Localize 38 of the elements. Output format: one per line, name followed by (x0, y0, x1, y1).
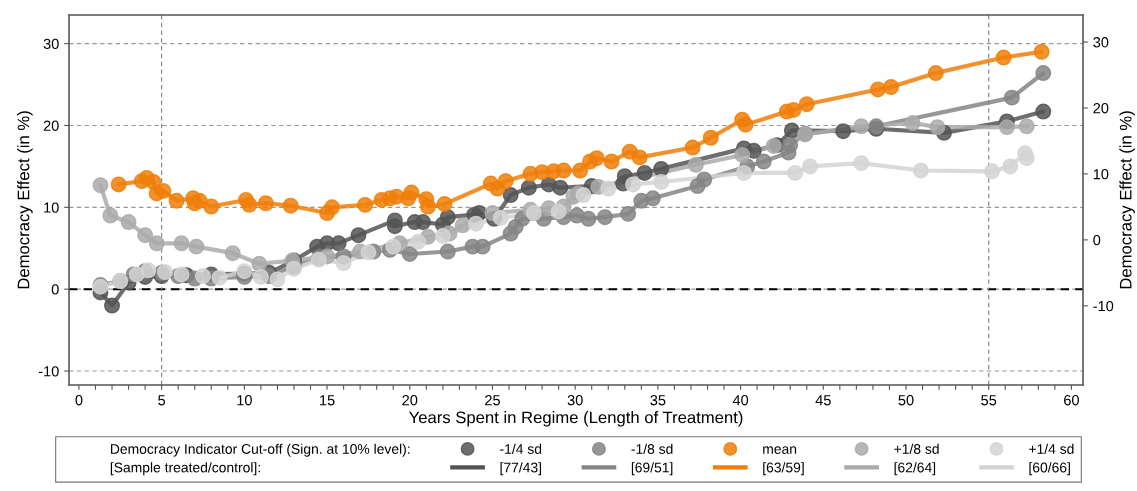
legend-label: mean (763, 446, 797, 454)
x-tick-label: 10 (237, 395, 252, 406)
text: [Sample treated/control]: (110, 462, 260, 476)
x-tick-label: 5 (158, 395, 166, 406)
text: [77/43] (500, 462, 542, 476)
x-tick-label: 35 (650, 395, 666, 406)
legend-title: Democracy Indicator Cut-off (Sign. at 10% level): (110, 443, 410, 457)
x-tick-label: 40 (732, 395, 749, 406)
y-axis-title: Democracy Effect (in %) (17, 111, 33, 289)
text: [62/64] (894, 462, 936, 476)
y2-axis-title: Democracy Effect (in %) (1119, 111, 1135, 289)
x-tick-label: 25 (485, 395, 500, 406)
x-tick-label: 30 (567, 395, 583, 406)
x-tick-label: 55 (981, 395, 997, 406)
x-tick-label: 0 (75, 395, 83, 406)
y-tick-label: -10 (38, 366, 59, 377)
y-tick-label: 10 (44, 202, 59, 213)
legend-label: +1/4 sd (1029, 443, 1074, 454)
y2-tick-label: 20 (1093, 103, 1109, 114)
y-tick-label: 0 (51, 284, 59, 295)
text: [60/66] (1029, 462, 1070, 476)
y-tick-label: 30 (43, 38, 59, 50)
legend-label: -1/8 sd (631, 443, 673, 454)
x-tick-label: 15 (320, 395, 335, 406)
x-axis-title: Years Spent in Regime (Length of Treatment) (409, 411, 743, 427)
y2-tick-label: -10 (1093, 300, 1114, 312)
legend-label: -1/4 sd (500, 443, 542, 454)
y2-tick-label: 0 (1093, 234, 1101, 246)
y-tick-label: 20 (43, 120, 59, 131)
x-tick-label: 20 (402, 395, 418, 406)
x-tick-label: 60 (1064, 395, 1079, 406)
text: [69/51] (631, 462, 673, 476)
y2-tick-label: 30 (1093, 37, 1109, 48)
text: [63/59] (763, 462, 804, 476)
legend-label: +1/8 sd (894, 443, 939, 454)
y2-tick-label: 10 (1093, 169, 1109, 180)
x-tick-label: 45 (815, 395, 831, 406)
x-tick-label: 50 (898, 395, 914, 406)
